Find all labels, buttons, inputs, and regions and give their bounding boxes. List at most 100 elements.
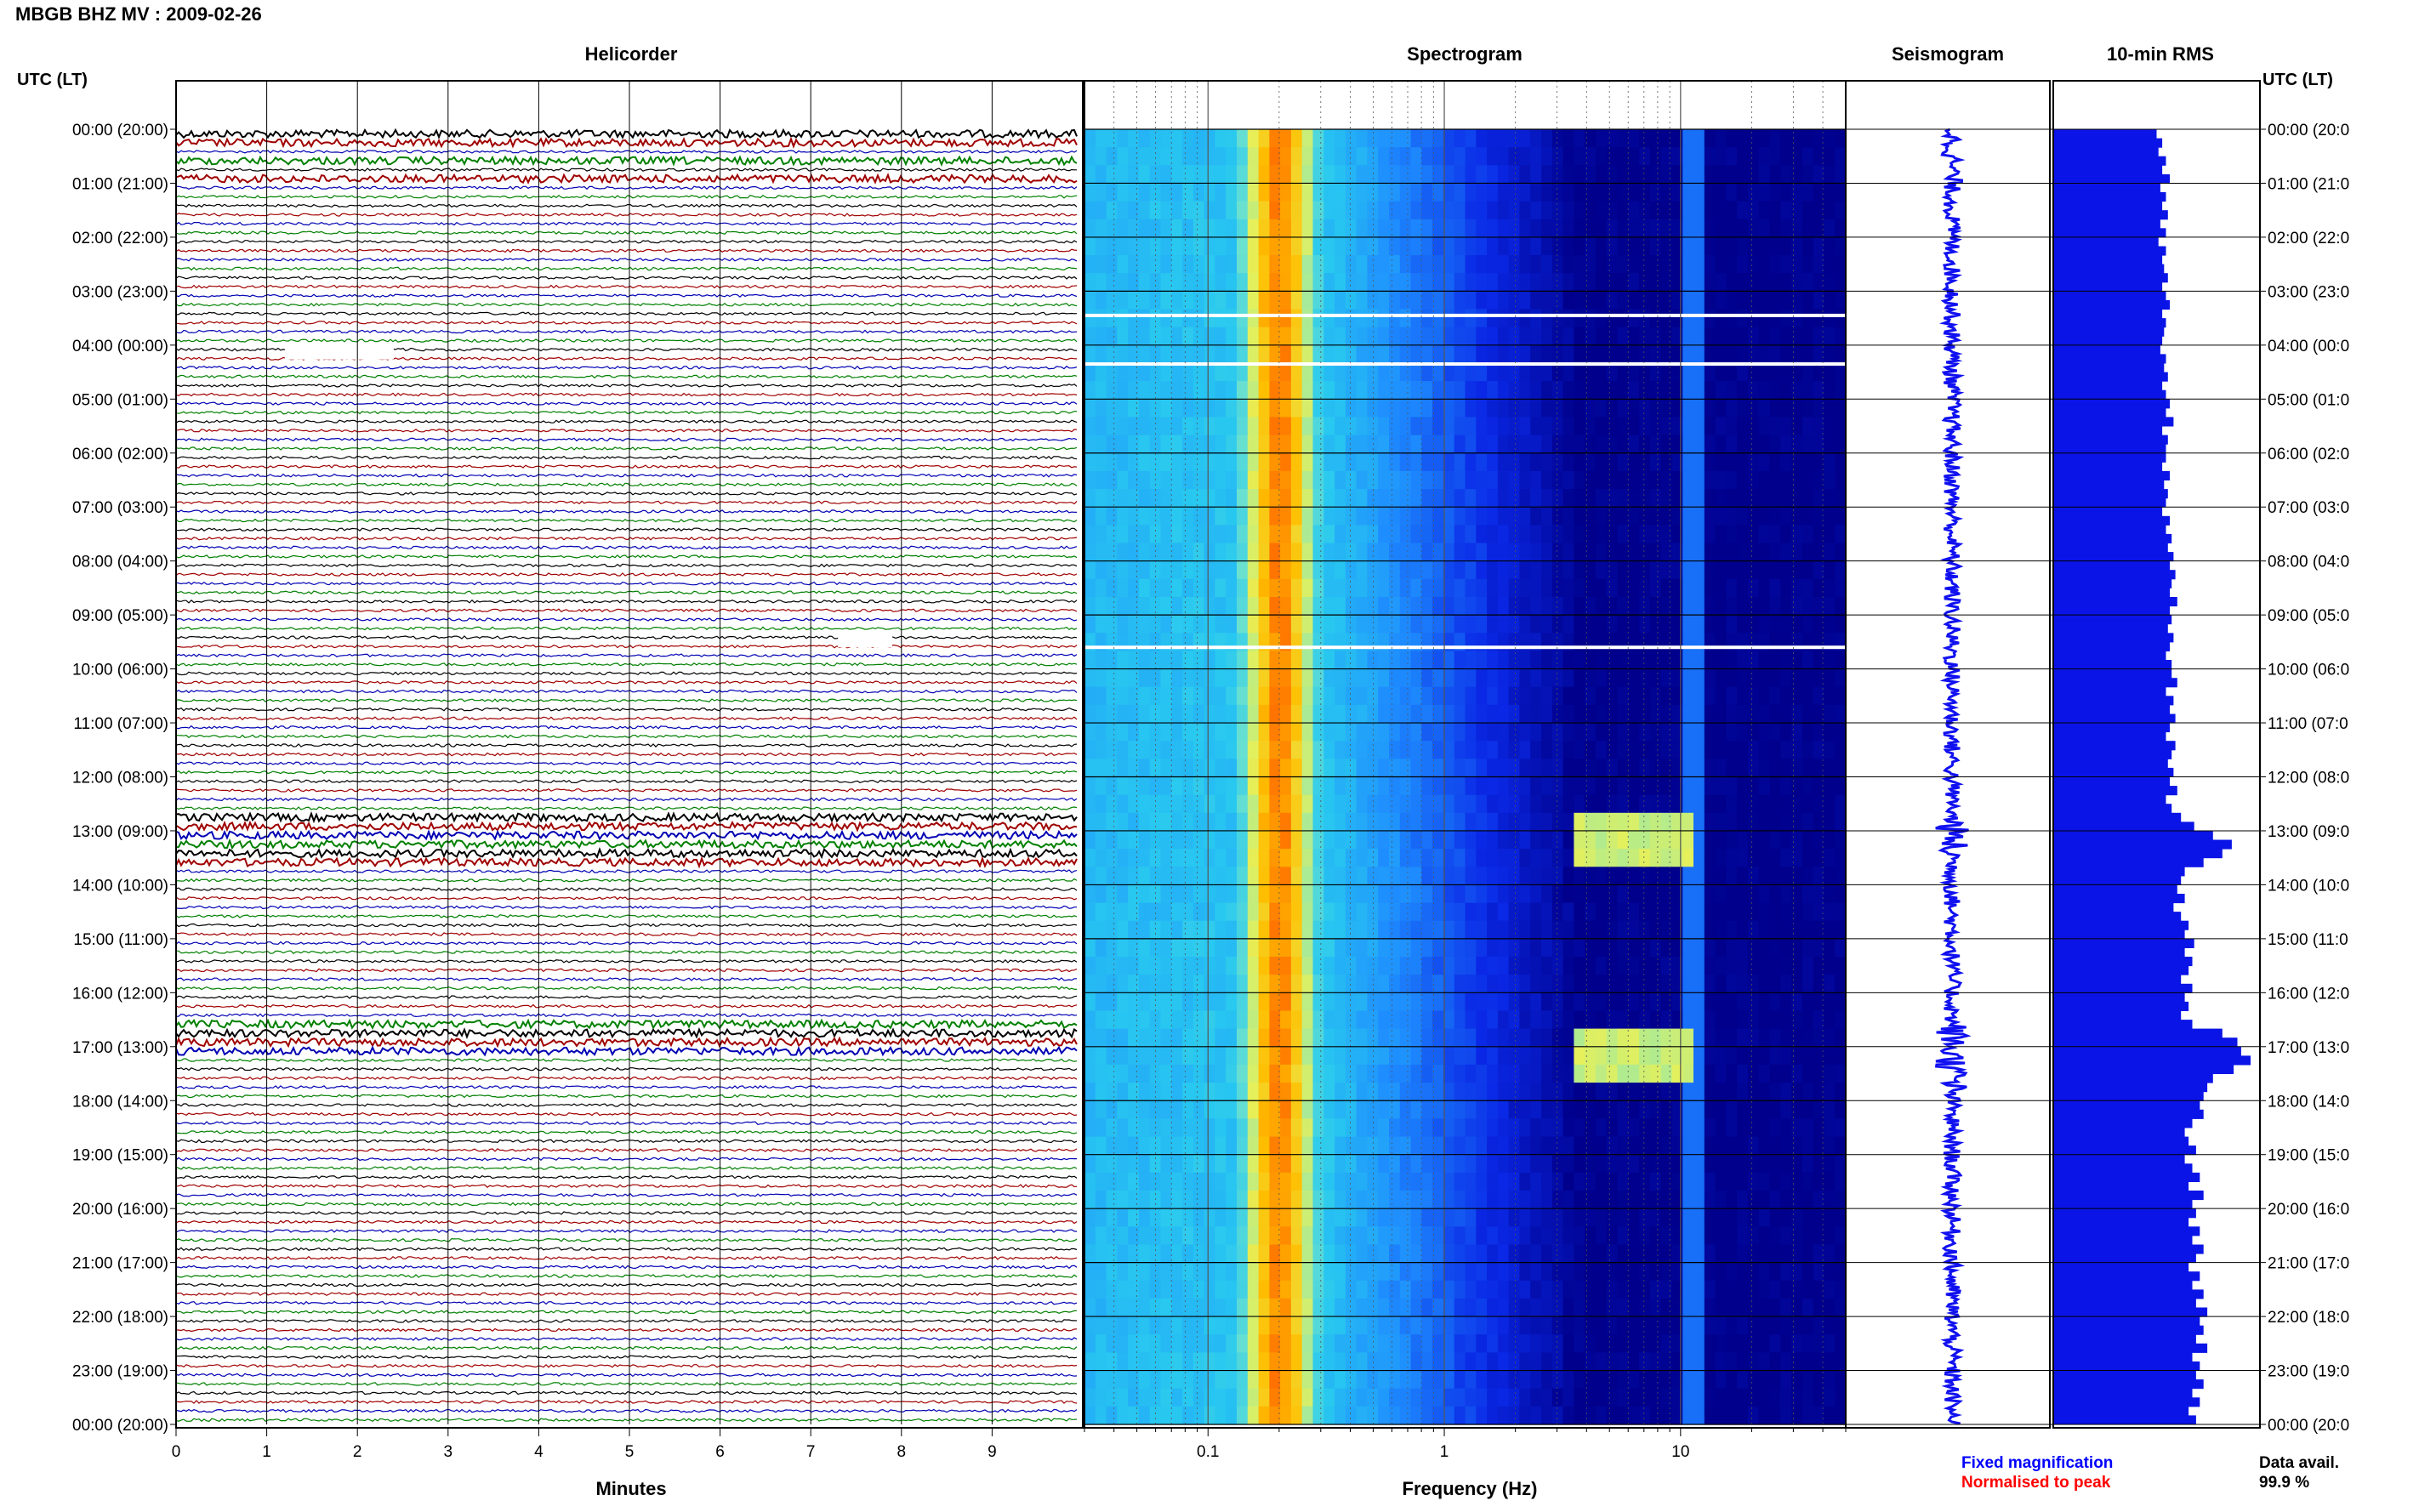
spectrogram-cell bbox=[1595, 1046, 1608, 1066]
spectrogram-cell bbox=[1160, 957, 1172, 975]
spectrogram-cell bbox=[1585, 741, 1597, 759]
spectrogram-cell bbox=[1160, 525, 1172, 544]
spectrogram-cell bbox=[1323, 1064, 1335, 1083]
spectrogram-cell bbox=[1237, 1244, 1249, 1264]
spectrogram-cell bbox=[1301, 957, 1314, 975]
spectrogram-cell bbox=[1476, 975, 1488, 993]
spectrogram-cell bbox=[1378, 992, 1390, 1012]
spectrogram-cell bbox=[1519, 867, 1531, 886]
spectrogram-cell bbox=[1192, 957, 1205, 975]
spectrogram-cell bbox=[1628, 1316, 1640, 1335]
spectrogram-cell bbox=[1323, 399, 1335, 418]
spectrogram-cell bbox=[1323, 201, 1335, 220]
spectrogram-cell bbox=[1301, 273, 1314, 292]
spectrogram-cell bbox=[1399, 1136, 1412, 1156]
spectrogram-cell bbox=[1835, 1334, 1847, 1353]
spectrogram-cell bbox=[1095, 219, 1107, 238]
spectrogram-cell bbox=[1585, 831, 1597, 850]
spectrogram-cell bbox=[1323, 435, 1335, 454]
spectrogram-cell bbox=[1758, 704, 1771, 724]
spectrogram-cell bbox=[1551, 704, 1564, 724]
spectrogram-cell bbox=[1301, 884, 1314, 904]
spectrogram-cell bbox=[1138, 812, 1151, 832]
spectrogram-cell bbox=[1747, 1136, 1760, 1156]
spectrogram-cell bbox=[1237, 129, 1249, 148]
spectrogram-cell bbox=[1095, 327, 1107, 346]
spectrogram-cell bbox=[1758, 560, 1771, 580]
spectrogram-cell bbox=[1487, 1191, 1499, 1209]
spectrogram-cell bbox=[1106, 884, 1118, 904]
spectrogram-cell bbox=[1389, 1083, 1401, 1101]
spectrogram-cell bbox=[1617, 686, 1629, 706]
spectrogram-cell bbox=[1487, 938, 1499, 958]
spectrogram-cell bbox=[1737, 543, 1749, 562]
spectrogram-cell bbox=[1704, 1100, 1716, 1120]
spectrogram-cell bbox=[1671, 1226, 1683, 1246]
spectrogram-cell bbox=[1562, 1172, 1574, 1191]
spectrogram-cell bbox=[1585, 183, 1597, 202]
spectrogram-cell bbox=[1399, 147, 1412, 166]
spectrogram-cell bbox=[1465, 489, 1477, 508]
spectrogram-cell bbox=[1639, 470, 1651, 490]
spectrogram-cell bbox=[1378, 723, 1390, 742]
spectrogram-cell bbox=[1606, 560, 1619, 580]
spectrogram-cell bbox=[1095, 1298, 1107, 1317]
spectrogram-cell bbox=[1824, 794, 1836, 814]
spectrogram-cell bbox=[1682, 1334, 1694, 1353]
spectrogram-cell bbox=[1106, 452, 1118, 472]
spectrogram-cell bbox=[1247, 812, 1260, 832]
spectrogram-cell bbox=[1345, 1226, 1357, 1246]
spectrogram-cell bbox=[1606, 957, 1619, 975]
spectrogram-cell bbox=[1508, 1064, 1520, 1083]
spectrogram-cell bbox=[1497, 831, 1510, 850]
spectrogram-cell bbox=[1182, 417, 1194, 436]
spectrogram-cell bbox=[1117, 615, 1129, 634]
spectrogram-cell bbox=[1399, 470, 1412, 490]
spectrogram-cell bbox=[1128, 902, 1140, 922]
spectrogram-cell bbox=[1247, 381, 1260, 400]
spectrogram-cell bbox=[1171, 1334, 1183, 1353]
spectrogram-cell bbox=[1312, 1118, 1324, 1138]
spectrogram-cell bbox=[1335, 1352, 1346, 1372]
spectrogram-cell bbox=[1323, 884, 1335, 904]
spectrogram-cell bbox=[1737, 686, 1749, 706]
spectrogram-cell bbox=[1432, 273, 1444, 292]
spectrogram-cell bbox=[1247, 938, 1260, 958]
spectrogram-cell bbox=[1160, 201, 1172, 220]
spectrogram-cell bbox=[1639, 560, 1651, 580]
spectrogram-cell bbox=[1410, 201, 1422, 220]
spectrogram-cell bbox=[1519, 1262, 1531, 1282]
spectrogram-cell bbox=[1541, 291, 1553, 310]
spectrogram-cell bbox=[1497, 1352, 1510, 1372]
spectrogram-cell bbox=[1487, 1244, 1499, 1264]
spectrogram-cell bbox=[1432, 1028, 1444, 1048]
spectrogram-cell bbox=[1215, 1280, 1227, 1299]
spectrogram-cell bbox=[1301, 1208, 1314, 1227]
spectrogram-cell bbox=[1628, 417, 1640, 436]
spectrogram-cell bbox=[1280, 489, 1292, 508]
spectrogram-cell bbox=[1258, 741, 1270, 759]
spectrogram-cell bbox=[1215, 1316, 1227, 1335]
spectrogram-cell bbox=[1726, 236, 1738, 256]
spectrogram-cell bbox=[1465, 1046, 1477, 1066]
spectrogram-cell bbox=[1237, 560, 1249, 580]
spectrogram-cell bbox=[1128, 381, 1140, 400]
spectrogram-cell bbox=[1508, 1100, 1520, 1120]
spectrogram-cell bbox=[1204, 1352, 1215, 1372]
spectrogram-cell bbox=[1508, 1154, 1520, 1174]
spectrogram-cell bbox=[1335, 201, 1346, 220]
spectrogram-cell bbox=[1791, 741, 1803, 759]
spectrogram-cell bbox=[1671, 507, 1683, 526]
spectrogram-cell bbox=[1574, 686, 1585, 706]
spectrogram-cell bbox=[1758, 578, 1771, 598]
spectrogram-cell bbox=[1399, 1100, 1412, 1120]
spectrogram-cell bbox=[1715, 849, 1727, 867]
spectrogram-cell bbox=[1780, 236, 1792, 256]
spectrogram-cell bbox=[1682, 1172, 1694, 1191]
spectrogram-cell bbox=[1421, 236, 1433, 256]
spectrogram-cell bbox=[1323, 704, 1335, 724]
spectrogram-cell bbox=[1149, 1172, 1162, 1191]
spectrogram-cell bbox=[1541, 1298, 1553, 1317]
spectrogram-cell bbox=[1769, 560, 1781, 580]
spectrogram-cell bbox=[1497, 417, 1510, 436]
